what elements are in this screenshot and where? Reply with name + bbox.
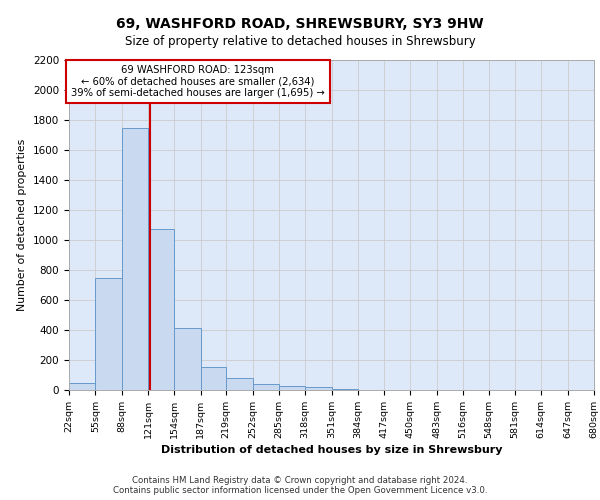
Text: Size of property relative to detached houses in Shrewsbury: Size of property relative to detached ho… [125,35,475,48]
Text: Contains HM Land Registry data © Crown copyright and database right 2024.
Contai: Contains HM Land Registry data © Crown c… [113,476,487,495]
Bar [148,229,175,390]
Bar [279,386,305,390]
Y-axis label: Number of detached properties: Number of detached properties [17,139,28,311]
Bar [253,384,279,390]
Bar [175,328,200,390]
Text: 69, WASHFORD ROAD, SHREWSBURY, SY3 9HW: 69, WASHFORD ROAD, SHREWSBURY, SY3 9HW [116,18,484,32]
Bar [226,378,253,390]
Bar [122,128,148,390]
Text: 69 WASHFORD ROAD: 123sqm
← 60% of detached houses are smaller (2,634)
39% of sem: 69 WASHFORD ROAD: 123sqm ← 60% of detach… [71,65,325,98]
Bar [95,278,122,390]
Bar [200,367,226,390]
Bar [69,382,95,390]
Bar [331,389,358,390]
X-axis label: Distribution of detached houses by size in Shrewsbury: Distribution of detached houses by size … [161,445,502,455]
Bar [305,387,331,390]
